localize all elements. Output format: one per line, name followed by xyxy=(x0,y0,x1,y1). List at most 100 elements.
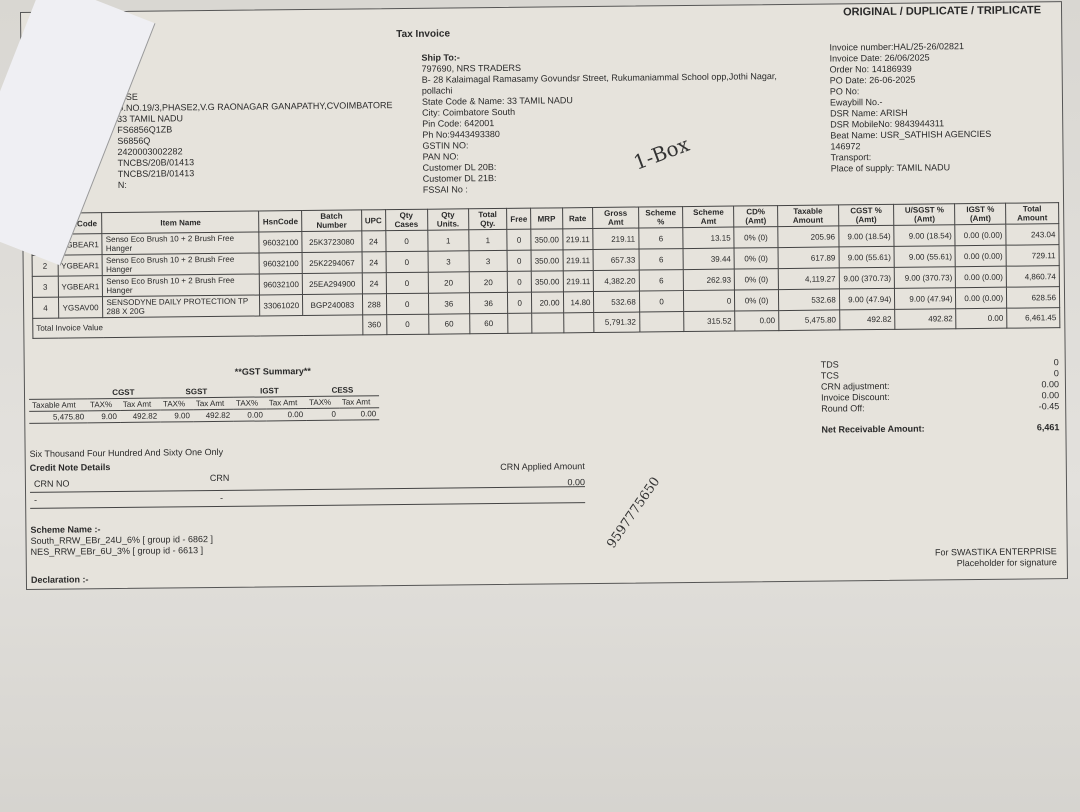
table-cell: 9.00 (55.61) xyxy=(894,245,956,268)
gst-cell: 0.00 xyxy=(338,407,380,421)
table-cell: 9.00 (18.54) xyxy=(838,225,895,247)
table-cell: 617.89 xyxy=(777,246,839,269)
total-units: 60 xyxy=(428,313,470,335)
column-header: Batch Number xyxy=(301,209,362,232)
table-cell: 4,119.27 xyxy=(778,267,840,290)
total-igst: 0.00 xyxy=(956,308,1007,329)
crn-applied-header: CRN Applied Amount xyxy=(500,461,585,472)
table-cell: 0 xyxy=(385,251,429,273)
text-line: Beat Name: USR_SATHISH AGENCIES xyxy=(830,128,992,141)
text-line: NES_RRW_EBr_6U_3% [ group id - 6613 ] xyxy=(30,545,204,557)
scheme-block: Scheme Name :- South_RRW_EBr_24U_6% [ gr… xyxy=(30,523,213,558)
gst-cell: 0.00 xyxy=(233,408,266,422)
table-cell: 0% (0) xyxy=(734,289,779,312)
table-cell: 36 xyxy=(469,292,508,314)
table-cell: 9.00 (47.94) xyxy=(894,287,957,310)
column-header: Scheme Amt xyxy=(682,206,735,228)
column-header: Total Qty. xyxy=(468,208,507,230)
table-cell: 350.00 xyxy=(531,249,563,272)
table-cell: 9.00 (18.54) xyxy=(894,224,956,247)
crn-value: - xyxy=(220,492,224,503)
table-cell: 0% (0) xyxy=(734,247,779,270)
table-cell: 25K2294067 xyxy=(302,251,362,274)
adjustment-row: Round Off: -0.45 xyxy=(821,401,1059,414)
crn-no-value: - xyxy=(34,494,38,505)
copy-label: ORIGINAL / DUPLICATE / TRIPLICATE xyxy=(842,4,1042,19)
table-cell: 6 xyxy=(638,227,684,250)
adjustments-block: TDS 0 TCS 0 CRN adjustment: 0.00 Invoice Disco… xyxy=(821,357,1060,414)
table-cell: 9.00 (370.73) xyxy=(838,267,895,289)
adjustment-value: 0 xyxy=(1053,368,1059,379)
table-cell: 3 xyxy=(468,250,508,272)
table-cell: YGBEAR1 xyxy=(57,254,103,277)
table-cell: 0.00 (0.00) xyxy=(955,245,1007,267)
adjustment-value: 0 xyxy=(1053,357,1059,368)
table-cell: 0.00 (0.00) xyxy=(955,266,1007,288)
signature-placeholder: Placeholder for signature xyxy=(956,557,1057,569)
table-cell: 288 xyxy=(362,293,387,315)
gst-cell: 0.00 xyxy=(265,408,307,421)
gst-column-header: TAX% xyxy=(232,396,266,410)
total-cases: 0 xyxy=(386,314,429,335)
net-receivable: Net Receivable Amount: 6,461 xyxy=(821,422,1059,435)
table-cell: 0 xyxy=(507,292,532,314)
invoice-title: Tax Invoice xyxy=(396,28,451,41)
table-cell: 96032100 xyxy=(259,273,303,296)
net-value: 6,461 xyxy=(1036,422,1060,433)
table-cell: 36 xyxy=(428,292,470,315)
table-cell: 532.68 xyxy=(593,291,640,313)
gst-group-header: IGST xyxy=(232,385,306,398)
column-header: CD% (Amt) xyxy=(733,205,778,228)
column-header: Scheme % xyxy=(638,206,684,229)
table-cell: 9.00 (370.73) xyxy=(894,266,956,289)
adjustment-label: TCS xyxy=(820,370,839,381)
table-cell: 0.00 (0.00) xyxy=(955,287,1007,309)
adjustment-value: 0.00 xyxy=(1041,390,1060,401)
table-cell: 33061020 xyxy=(259,294,303,317)
table-cell: 1 xyxy=(468,229,508,251)
table-cell: 219.11 xyxy=(562,249,594,271)
table-cell: 25K3723080 xyxy=(301,230,362,253)
handwritten-signature: 9597775650 xyxy=(604,474,664,552)
declaration-label: Declaration :- xyxy=(30,574,89,585)
amount-in-words: Six Thousand Four Hundred And Sixty One … xyxy=(29,446,224,459)
column-header: Rate xyxy=(562,207,594,229)
invoice-document: ORIGINAL / DUPLICATE / TRIPLICATE Tax In… xyxy=(0,0,1068,590)
adjustment-label: TDS xyxy=(820,359,839,370)
table-cell: 1 xyxy=(427,229,469,252)
total-upc: 360 xyxy=(362,314,387,335)
table-cell: 205.96 xyxy=(777,225,839,248)
table-cell: 14.80 xyxy=(562,291,595,313)
adjustment-label: CRN adjustment: xyxy=(820,380,890,392)
table-cell: 24 xyxy=(361,251,386,273)
column-header: CGST % (Amt) xyxy=(838,204,895,226)
table-cell: 4,860.74 xyxy=(1006,265,1060,288)
table-cell: 3 xyxy=(427,250,469,273)
gst-cell: 5,475.80 xyxy=(29,410,88,424)
gst-group-header: CESS xyxy=(305,384,380,397)
crn-no-header: CRN NO xyxy=(33,478,70,489)
total-scheme-amt: 315.52 xyxy=(684,311,736,332)
table-cell: 13.15 xyxy=(683,227,735,249)
table-cell: YGSAV00 xyxy=(58,296,104,319)
ship-to-block: Ship To:- 797690, NRS TRADERS B- 28 Kalai… xyxy=(421,49,778,196)
column-header: Qty Cases xyxy=(385,209,428,231)
gst-group-header: CGST xyxy=(86,386,160,399)
column-header: Free xyxy=(506,208,531,230)
total-gross: 5,791.32 xyxy=(594,312,640,333)
text-line: Place of supply: TAMIL NADU xyxy=(830,162,951,174)
table-cell: 20.00 xyxy=(531,291,564,314)
gst-column-header: TAX% xyxy=(86,398,120,411)
invoice-info-block: Invoice number:HAL/25-26/02821 Invoice Da… xyxy=(829,41,991,175)
total-taxable: 5,475.80 xyxy=(778,309,840,331)
table-cell: 6 xyxy=(638,269,684,292)
signature-block: For SWASTIKA ENTERPRISE Placeholder for … xyxy=(935,546,1057,569)
gst-cell: 9.00 xyxy=(87,410,120,423)
gst-cell: 9.00 xyxy=(160,409,193,423)
table-cell: 9.00 (55.61) xyxy=(838,246,895,268)
table-cell: 729.11 xyxy=(1006,244,1060,267)
gst-column-header: Tax Amt xyxy=(192,397,234,410)
column-header: HsnCode xyxy=(259,210,302,233)
table-cell: 0.00 (0.00) xyxy=(955,224,1007,246)
total-label: Total Invoice Value xyxy=(32,314,363,339)
